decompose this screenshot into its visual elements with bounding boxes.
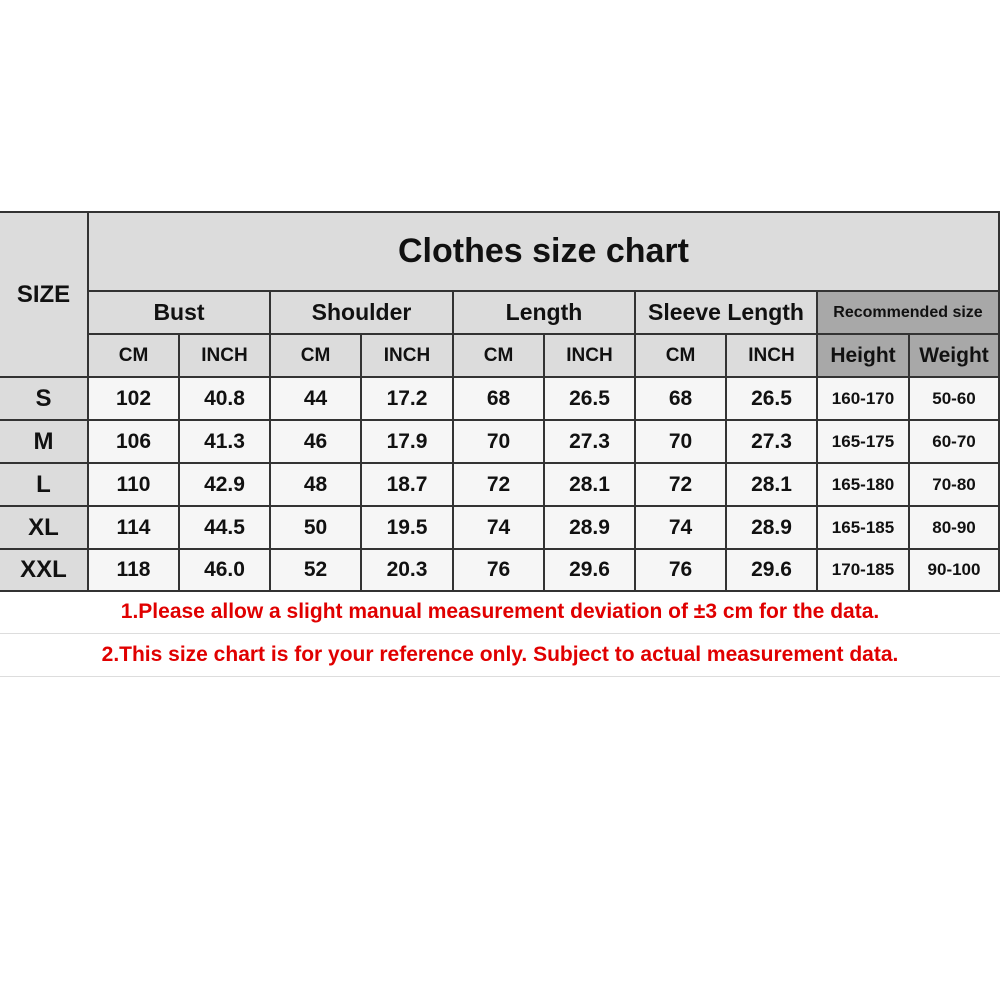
- group-header: Length: [454, 292, 636, 335]
- table-cell: 110: [89, 464, 180, 507]
- table-cell: 76: [636, 550, 727, 592]
- unit-header: Weight: [910, 335, 1000, 378]
- table-cell: 48: [271, 464, 362, 507]
- table-cell: 20.3: [362, 550, 454, 592]
- table-cell: 44.5: [180, 507, 271, 550]
- table-cell: 41.3: [180, 421, 271, 464]
- size-label: M: [0, 421, 89, 464]
- table-cell: 17.2: [362, 378, 454, 421]
- table-cell: 114: [89, 507, 180, 550]
- unit-header: INCH: [362, 335, 454, 378]
- unit-header: INCH: [545, 335, 636, 378]
- table-cell: 44: [271, 378, 362, 421]
- table-cell: 165-175: [818, 421, 910, 464]
- unit-header: CM: [271, 335, 362, 378]
- table-cell: 72: [454, 464, 545, 507]
- table-cell: 90-100: [910, 550, 1000, 592]
- size-label: XL: [0, 507, 89, 550]
- table-cell: 26.5: [727, 378, 818, 421]
- size-label: S: [0, 378, 89, 421]
- table-cell: 76: [454, 550, 545, 592]
- table-cell: 70: [454, 421, 545, 464]
- table-cell: 160-170: [818, 378, 910, 421]
- table-cell: 70: [636, 421, 727, 464]
- table-cell: 28.9: [727, 507, 818, 550]
- unit-header: Height: [818, 335, 910, 378]
- table-cell: 46.0: [180, 550, 271, 592]
- table-cell: 29.6: [727, 550, 818, 592]
- table-cell: 74: [636, 507, 727, 550]
- table-cell: 118: [89, 550, 180, 592]
- table-cell: 42.9: [180, 464, 271, 507]
- group-header: Recommended size: [818, 292, 1000, 335]
- group-header: Bust: [89, 292, 271, 335]
- unit-header: INCH: [727, 335, 818, 378]
- table-cell: 102: [89, 378, 180, 421]
- table-cell: 52: [271, 550, 362, 592]
- table-cell: 27.3: [545, 421, 636, 464]
- table-cell: 26.5: [545, 378, 636, 421]
- group-header: Sleeve Length: [636, 292, 818, 335]
- size-label: L: [0, 464, 89, 507]
- table-cell: 28.1: [727, 464, 818, 507]
- table-cell: 68: [636, 378, 727, 421]
- table-cell: 68: [454, 378, 545, 421]
- unit-header: CM: [636, 335, 727, 378]
- table-cell: 74: [454, 507, 545, 550]
- note-1: 1.Please allow a slight manual measureme…: [0, 591, 1000, 634]
- table-cell: 80-90: [910, 507, 1000, 550]
- table-cell: 72: [636, 464, 727, 507]
- table-cell: 170-185: [818, 550, 910, 592]
- table-cell: 165-185: [818, 507, 910, 550]
- table-cell: 40.8: [180, 378, 271, 421]
- table-cell: 165-180: [818, 464, 910, 507]
- size-label: XXL: [0, 550, 89, 592]
- table-cell: 27.3: [727, 421, 818, 464]
- table-cell: 50-60: [910, 378, 1000, 421]
- table-cell: 28.1: [545, 464, 636, 507]
- unit-header: CM: [89, 335, 180, 378]
- size-header: SIZE: [0, 213, 89, 378]
- table-cell: 28.9: [545, 507, 636, 550]
- table-cell: 19.5: [362, 507, 454, 550]
- table-cell: 70-80: [910, 464, 1000, 507]
- chart-title: Clothes size chart: [89, 213, 1000, 292]
- unit-header: INCH: [180, 335, 271, 378]
- note-2: 2.This size chart is for your reference …: [0, 634, 1000, 677]
- table-cell: 46: [271, 421, 362, 464]
- unit-header: CM: [454, 335, 545, 378]
- group-header: Shoulder: [271, 292, 454, 335]
- table-cell: 18.7: [362, 464, 454, 507]
- table-cell: 50: [271, 507, 362, 550]
- table-cell: 106: [89, 421, 180, 464]
- table-cell: 60-70: [910, 421, 1000, 464]
- size-chart-table: SIZE Clothes size chart Bust Shoulder Length…: [0, 211, 1000, 592]
- table-cell: 29.6: [545, 550, 636, 592]
- table-cell: 17.9: [362, 421, 454, 464]
